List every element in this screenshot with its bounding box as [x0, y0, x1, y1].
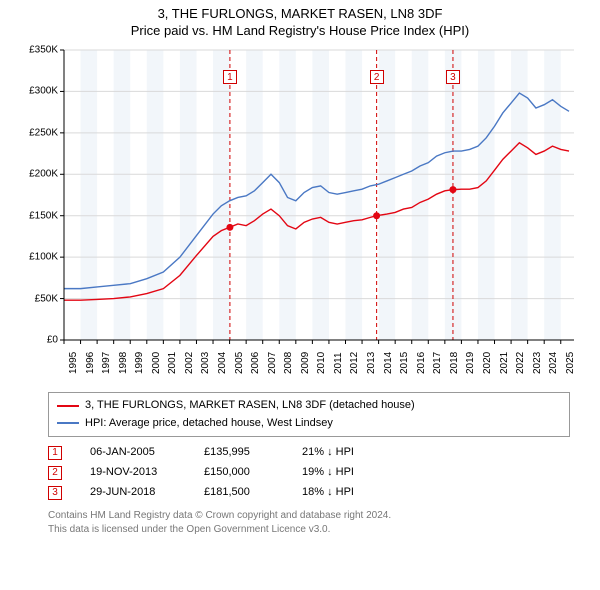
sales-row: 3 29-JUN-2018 £181,500 18% ↓ HPI [48, 483, 570, 503]
chart-svg [20, 44, 580, 384]
y-tick-label: £300K [18, 86, 58, 97]
x-tick-label: 2023 [532, 352, 543, 374]
x-tick-label: 2016 [416, 352, 427, 374]
y-tick-label: £50K [18, 293, 58, 304]
x-tick-label: 2024 [548, 352, 559, 374]
sale-diff: 18% ↓ HPI [302, 483, 372, 503]
sale-diff: 19% ↓ HPI [302, 463, 372, 483]
x-tick-label: 2020 [482, 352, 493, 374]
y-tick-label: £0 [18, 335, 58, 346]
x-tick-label: 2005 [234, 352, 245, 374]
event-marker: 2 [370, 70, 384, 84]
x-tick-label: 2003 [200, 352, 211, 374]
legend-row: HPI: Average price, detached house, West… [57, 415, 561, 433]
sale-marker: 1 [48, 446, 62, 460]
y-tick-label: £200K [18, 169, 58, 180]
x-tick-label: 2004 [217, 352, 228, 374]
x-tick-label: 2000 [151, 352, 162, 374]
x-tick-label: 2025 [565, 352, 576, 374]
x-tick-label: 1995 [68, 352, 79, 374]
legend-swatch-hpi [57, 422, 79, 424]
sale-date: 29-JUN-2018 [90, 483, 176, 503]
legend-swatch-property [57, 405, 79, 407]
legend-label-property: 3, THE FURLONGS, MARKET RASEN, LN8 3DF (… [85, 397, 415, 415]
sales-row: 2 19-NOV-2013 £150,000 19% ↓ HPI [48, 463, 570, 483]
sale-diff: 21% ↓ HPI [302, 443, 372, 463]
y-tick-label: £100K [18, 252, 58, 263]
x-tick-label: 2013 [366, 352, 377, 374]
sale-date: 06-JAN-2005 [90, 443, 176, 463]
x-tick-label: 2008 [283, 352, 294, 374]
sale-marker: 2 [48, 466, 62, 480]
x-tick-label: 1999 [134, 352, 145, 374]
chart: £0 £50K £100K £150K £200K £250K £300K £350K 199… [20, 44, 580, 384]
x-tick-label: 2022 [515, 352, 526, 374]
legend: 3, THE FURLONGS, MARKET RASEN, LN8 3DF (… [48, 392, 570, 437]
x-tick-label: 2009 [300, 352, 311, 374]
title-line1: 3, THE FURLONGS, MARKET RASEN, LN8 3DF [10, 6, 590, 21]
event-marker: 3 [446, 70, 460, 84]
chart-container: 3, THE FURLONGS, MARKET RASEN, LN8 3DF P… [0, 0, 600, 545]
legend-row: 3, THE FURLONGS, MARKET RASEN, LN8 3DF (… [57, 397, 561, 415]
sale-price: £135,995 [204, 443, 274, 463]
x-tick-label: 2019 [465, 352, 476, 374]
sale-price: £150,000 [204, 463, 274, 483]
x-tick-label: 2011 [333, 352, 344, 374]
x-tick-label: 1996 [85, 352, 96, 374]
x-tick-label: 2002 [184, 352, 195, 374]
footer-line1: Contains HM Land Registry data © Crown c… [48, 509, 570, 523]
x-tick-label: 2018 [449, 352, 460, 374]
x-tick-label: 2012 [349, 352, 360, 374]
sale-date: 19-NOV-2013 [90, 463, 176, 483]
sale-marker: 3 [48, 486, 62, 500]
x-tick-label: 2006 [250, 352, 261, 374]
x-tick-label: 1998 [118, 352, 129, 374]
title-line2: Price paid vs. HM Land Registry's House … [10, 23, 590, 38]
x-tick-label: 2021 [499, 352, 510, 374]
x-tick-label: 2001 [167, 352, 178, 374]
y-tick-label: £250K [18, 127, 58, 138]
x-tick-label: 1997 [101, 352, 112, 374]
sales-row: 1 06-JAN-2005 £135,995 21% ↓ HPI [48, 443, 570, 463]
x-tick-label: 2010 [316, 352, 327, 374]
sales-table: 1 06-JAN-2005 £135,995 21% ↓ HPI 2 19-NO… [48, 443, 570, 502]
footer-line2: This data is licensed under the Open Gov… [48, 523, 570, 537]
title-block: 3, THE FURLONGS, MARKET RASEN, LN8 3DF P… [10, 6, 590, 38]
event-marker: 1 [223, 70, 237, 84]
legend-label-hpi: HPI: Average price, detached house, West… [85, 415, 333, 433]
x-tick-label: 2017 [432, 352, 443, 374]
x-tick-label: 2015 [399, 352, 410, 374]
x-tick-label: 2014 [383, 352, 394, 374]
sale-price: £181,500 [204, 483, 274, 503]
footer: Contains HM Land Registry data © Crown c… [48, 509, 570, 537]
x-tick-label: 2007 [267, 352, 278, 374]
y-tick-label: £150K [18, 210, 58, 221]
y-tick-label: £350K [18, 45, 58, 56]
